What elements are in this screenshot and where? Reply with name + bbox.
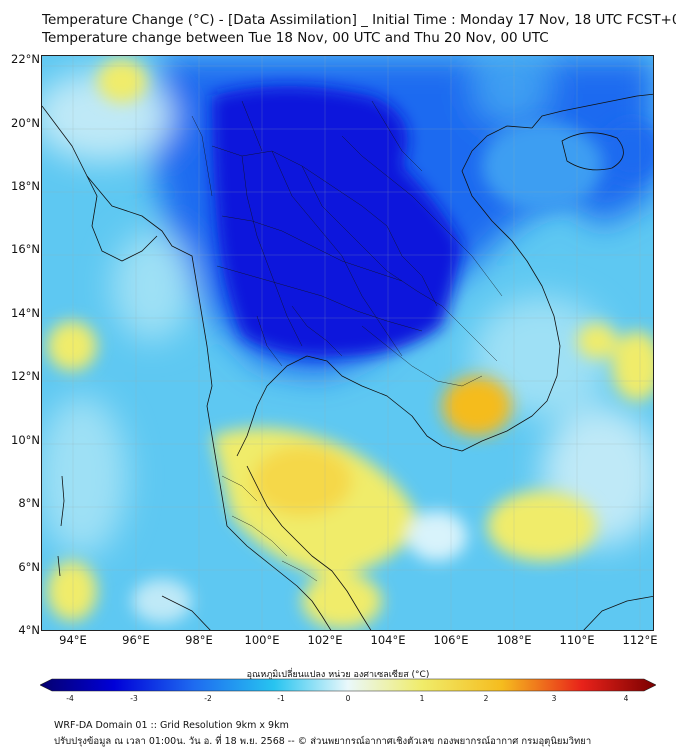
- map-title: Temperature Change (°C) - [Data Assimila…: [42, 12, 676, 28]
- lat-label-20n: 20°N: [11, 116, 40, 130]
- colorbar-tick-3: 3: [551, 694, 557, 703]
- colorbar-title: อุณหภูมิเปลี่ยนแปลง หน่วย องศาเซลเซียส (…: [246, 670, 430, 680]
- colorbar-tick-minus4: -4: [66, 694, 74, 703]
- footer-credit: ปรับปรุงข้อมูล ณ เวลา 01:00น. วัน อ. ที่…: [54, 736, 592, 747]
- lon-label-106e: 106°E: [433, 633, 469, 647]
- lon-label-100e: 100°E: [244, 633, 280, 647]
- colorbar-tick-4: 4: [623, 694, 629, 703]
- lon-label-112e: 112°E: [622, 633, 658, 647]
- colorbar-tick-1: 1: [419, 694, 425, 703]
- colorbar-tick-minus2: -2: [204, 694, 212, 703]
- lat-label-6n: 6°N: [18, 560, 40, 574]
- coastline-outlines: [42, 93, 653, 630]
- lat-label-16n: 16°N: [11, 242, 40, 256]
- warming-field: [47, 59, 653, 629]
- graticule: [42, 56, 653, 630]
- footer-domain-info: WRF-DA Domain 01 :: Grid Resolution 9km …: [54, 720, 289, 731]
- lat-label-4n: 4°N: [18, 623, 40, 637]
- colorbar-tick-minus1: -1: [277, 694, 285, 703]
- map-subtitle: Temperature change between Tue 18 Nov, 0…: [42, 30, 549, 46]
- province-borders: [191, 100, 503, 582]
- lon-label-108e: 108°E: [496, 633, 532, 647]
- lat-label-18n: 18°N: [11, 179, 40, 193]
- colorbar-tick-2: 2: [483, 694, 489, 703]
- map-panel: [41, 55, 654, 631]
- lon-label-104e: 104°E: [370, 633, 406, 647]
- lon-label-98e: 98°E: [185, 633, 213, 647]
- lat-label-14n: 14°N: [11, 306, 40, 320]
- colorbar: [40, 678, 656, 692]
- lat-label-8n: 8°N: [18, 496, 40, 510]
- lat-label-22n: 22°N: [11, 52, 40, 66]
- colorbar-tick-0: 0: [345, 694, 351, 703]
- lon-label-96e: 96°E: [122, 633, 150, 647]
- lat-label-10n: 10°N: [11, 433, 40, 447]
- temperature-change-map: [42, 56, 653, 630]
- lon-label-102e: 102°E: [307, 633, 343, 647]
- lat-label-12n: 12°N: [11, 369, 40, 383]
- lon-label-110e: 110°E: [559, 633, 595, 647]
- colorbar-tick-minus3: -3: [130, 694, 138, 703]
- lon-label-94e: 94°E: [59, 633, 87, 647]
